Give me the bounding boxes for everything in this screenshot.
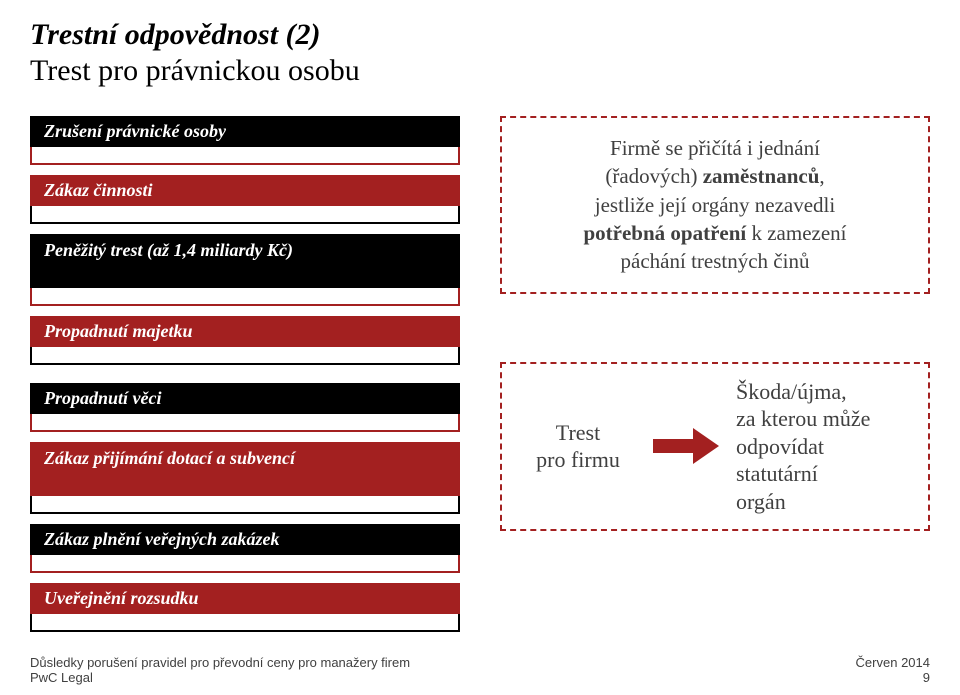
pill-label: Propadnutí věci [30,383,460,414]
pill-group-bottom: Propadnutí věci Zákaz přijímání dotací a … [30,383,460,632]
penalty-pill: Zákaz přijímání dotací a subvencí [30,442,460,514]
footer: Důsledky porušení pravidel pro převodní … [30,655,930,685]
info-line: jestliže její orgány nezavedli [520,191,910,219]
result-text: statutární [736,460,912,488]
penalty-pill: Propadnutí věci [30,383,460,432]
title-main: Trestní odpovědnost (2) [30,18,930,52]
pill-label: Zákaz činnosti [30,175,460,206]
footer-text: Červen 2014 [856,655,930,670]
footer-right: Červen 2014 9 [856,655,930,685]
result-text: pro firmu [518,446,638,474]
info-text: k zamezení [746,221,846,245]
info-box: Firmě se přičítá i jednání (řadových) za… [500,116,930,294]
pill-group-top: Zrušení právnické osoby Zákaz činnosti Pen… [30,116,460,365]
penalty-pill: Peněžitý trest (až 1,4 miliardy Kč) [30,234,460,306]
pill-label: Propadnutí majetku [30,316,460,347]
footer-text: Důsledky porušení pravidel pro převodní … [30,655,410,670]
result-left: Trest pro firmu [518,419,638,474]
title-block: Trestní odpovědnost (2) Trest pro právni… [0,0,960,88]
info-text: (řadových) [605,164,702,188]
result-right: Škoda/újma, za kterou může odpovídat sta… [736,378,912,516]
pill-label: Zákaz plnění veřejných zakázek [30,524,460,555]
penalty-pill: Zrušení právnické osoby [30,116,460,165]
info-line: (řadových) zaměstnanců, [520,162,910,190]
result-text: za kterou může [736,405,912,433]
info-line: potřebná opatření k zamezení [520,219,910,247]
penalty-pill: Zákaz plnění veřejných zakázek [30,524,460,573]
result-text: orgán [736,488,912,516]
pill-label: Zákaz přijímání dotací a subvencí [30,442,460,496]
left-column: Zrušení právnické osoby Zákaz činnosti Pen… [30,116,460,650]
content-area: Zrušení právnické osoby Zákaz činnosti Pen… [0,88,960,650]
info-bold: potřebná opatření [583,221,746,245]
info-bold: zaměstnanců [703,164,820,188]
arrow-icon [652,426,722,466]
info-line: páchání trestných činů [520,247,910,275]
pill-label: Peněžitý trest (až 1,4 miliardy Kč) [30,234,460,288]
pill-label: Uveřejnění rozsudku [30,583,460,614]
right-column: Firmě se přičítá i jednání (řadových) za… [500,116,930,650]
result-row: Trest pro firmu Škoda/újma, za kterou mů… [500,362,930,532]
footer-page-number: 9 [856,670,930,685]
info-text: , [819,164,824,188]
result-text: Trest [518,419,638,447]
penalty-pill: Zákaz činnosti [30,175,460,224]
result-text: Škoda/újma, [736,378,912,406]
footer-left: Důsledky porušení pravidel pro převodní … [30,655,410,685]
footer-text: PwC Legal [30,670,410,685]
pill-label: Zrušení právnické osoby [30,116,460,147]
penalty-pill: Propadnutí majetku [30,316,460,365]
info-line: Firmě se přičítá i jednání [520,134,910,162]
penalty-pill: Uveřejnění rozsudku [30,583,460,632]
result-text: odpovídat [736,433,912,461]
title-subtitle: Trest pro právnickou osobu [30,54,930,88]
